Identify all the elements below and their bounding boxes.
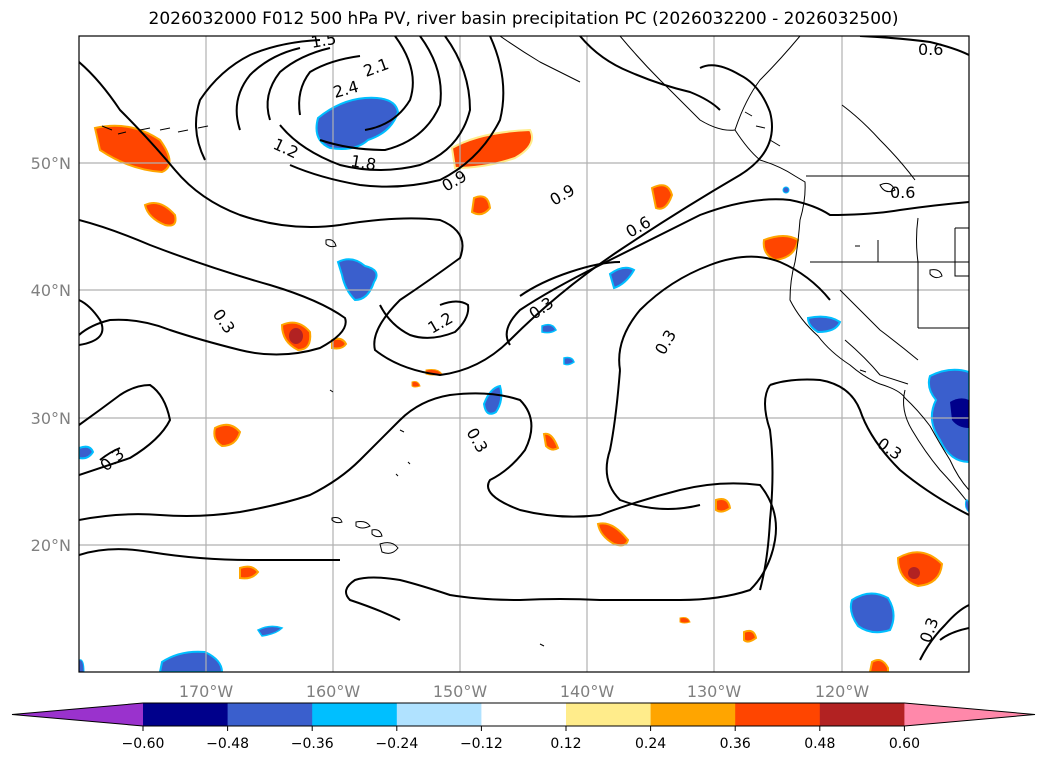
colorbar-tick-label: 0.48 [804, 736, 835, 752]
coastlines [101, 36, 969, 647]
colorbar-segment [566, 703, 652, 726]
map-title: 2026032000 F012 500 hPa PV, river basin … [148, 9, 899, 29]
lon-label: 130°W [687, 682, 742, 701]
colorbar-extend-min [12, 703, 143, 726]
colorbar-tick-label: 0.36 [720, 736, 751, 752]
colorbar-tick-label: −0.36 [291, 736, 334, 752]
colorbar-segment [396, 703, 482, 726]
colorbar-segment [227, 703, 313, 726]
lon-label: 160°W [306, 682, 361, 701]
lat-label: 30°N [31, 409, 71, 428]
lon-label: 170°W [179, 682, 234, 701]
contour-label: 1.5 [309, 29, 337, 52]
colorbar-tick-label: 0.24 [635, 736, 666, 752]
colorbar-tick-label: 0.12 [550, 736, 581, 752]
colorbar-tick-label: −0.24 [375, 736, 418, 752]
longitude-labels: 170°W 160°W 150°W 140°W 130°W 120°W [179, 682, 870, 701]
colorbar-segment [481, 703, 567, 726]
map-frame [78, 35, 970, 673]
colorbar-tick-label: −0.12 [460, 736, 503, 752]
colorbar-segment [819, 703, 905, 726]
contour-label: 0.6 [918, 40, 943, 59]
latitude-labels: 50°N 40°N 30°N 20°N [31, 154, 71, 555]
contour-label: 0.6 [890, 183, 915, 202]
lon-label: 150°W [433, 682, 488, 701]
lat-label: 50°N [31, 154, 71, 173]
colorbar-segment [735, 703, 821, 726]
pv-contours [79, 36, 969, 661]
colorbar: −0.60 −0.48 −0.36 −0.24 −0.12 0.12 0.24 0.36 0.4… [11, 702, 1036, 752]
colorbar-segment [650, 703, 736, 726]
contour-label: 1.8 [349, 151, 377, 174]
lon-label: 120°W [815, 682, 870, 701]
colorbar-segment [312, 703, 398, 726]
lat-label: 40°N [31, 281, 71, 300]
colorbar-segment [143, 703, 229, 726]
colorbar-tick-label: −0.60 [122, 736, 165, 752]
positive-precip-blobs [93, 124, 944, 672]
colorbar-tick-label: −0.48 [206, 736, 249, 752]
lat-label: 20°N [31, 536, 71, 555]
colorbar-extend-max [904, 703, 1035, 726]
lon-label: 140°W [560, 682, 615, 701]
colorbar-tick-label: 0.60 [889, 736, 920, 752]
